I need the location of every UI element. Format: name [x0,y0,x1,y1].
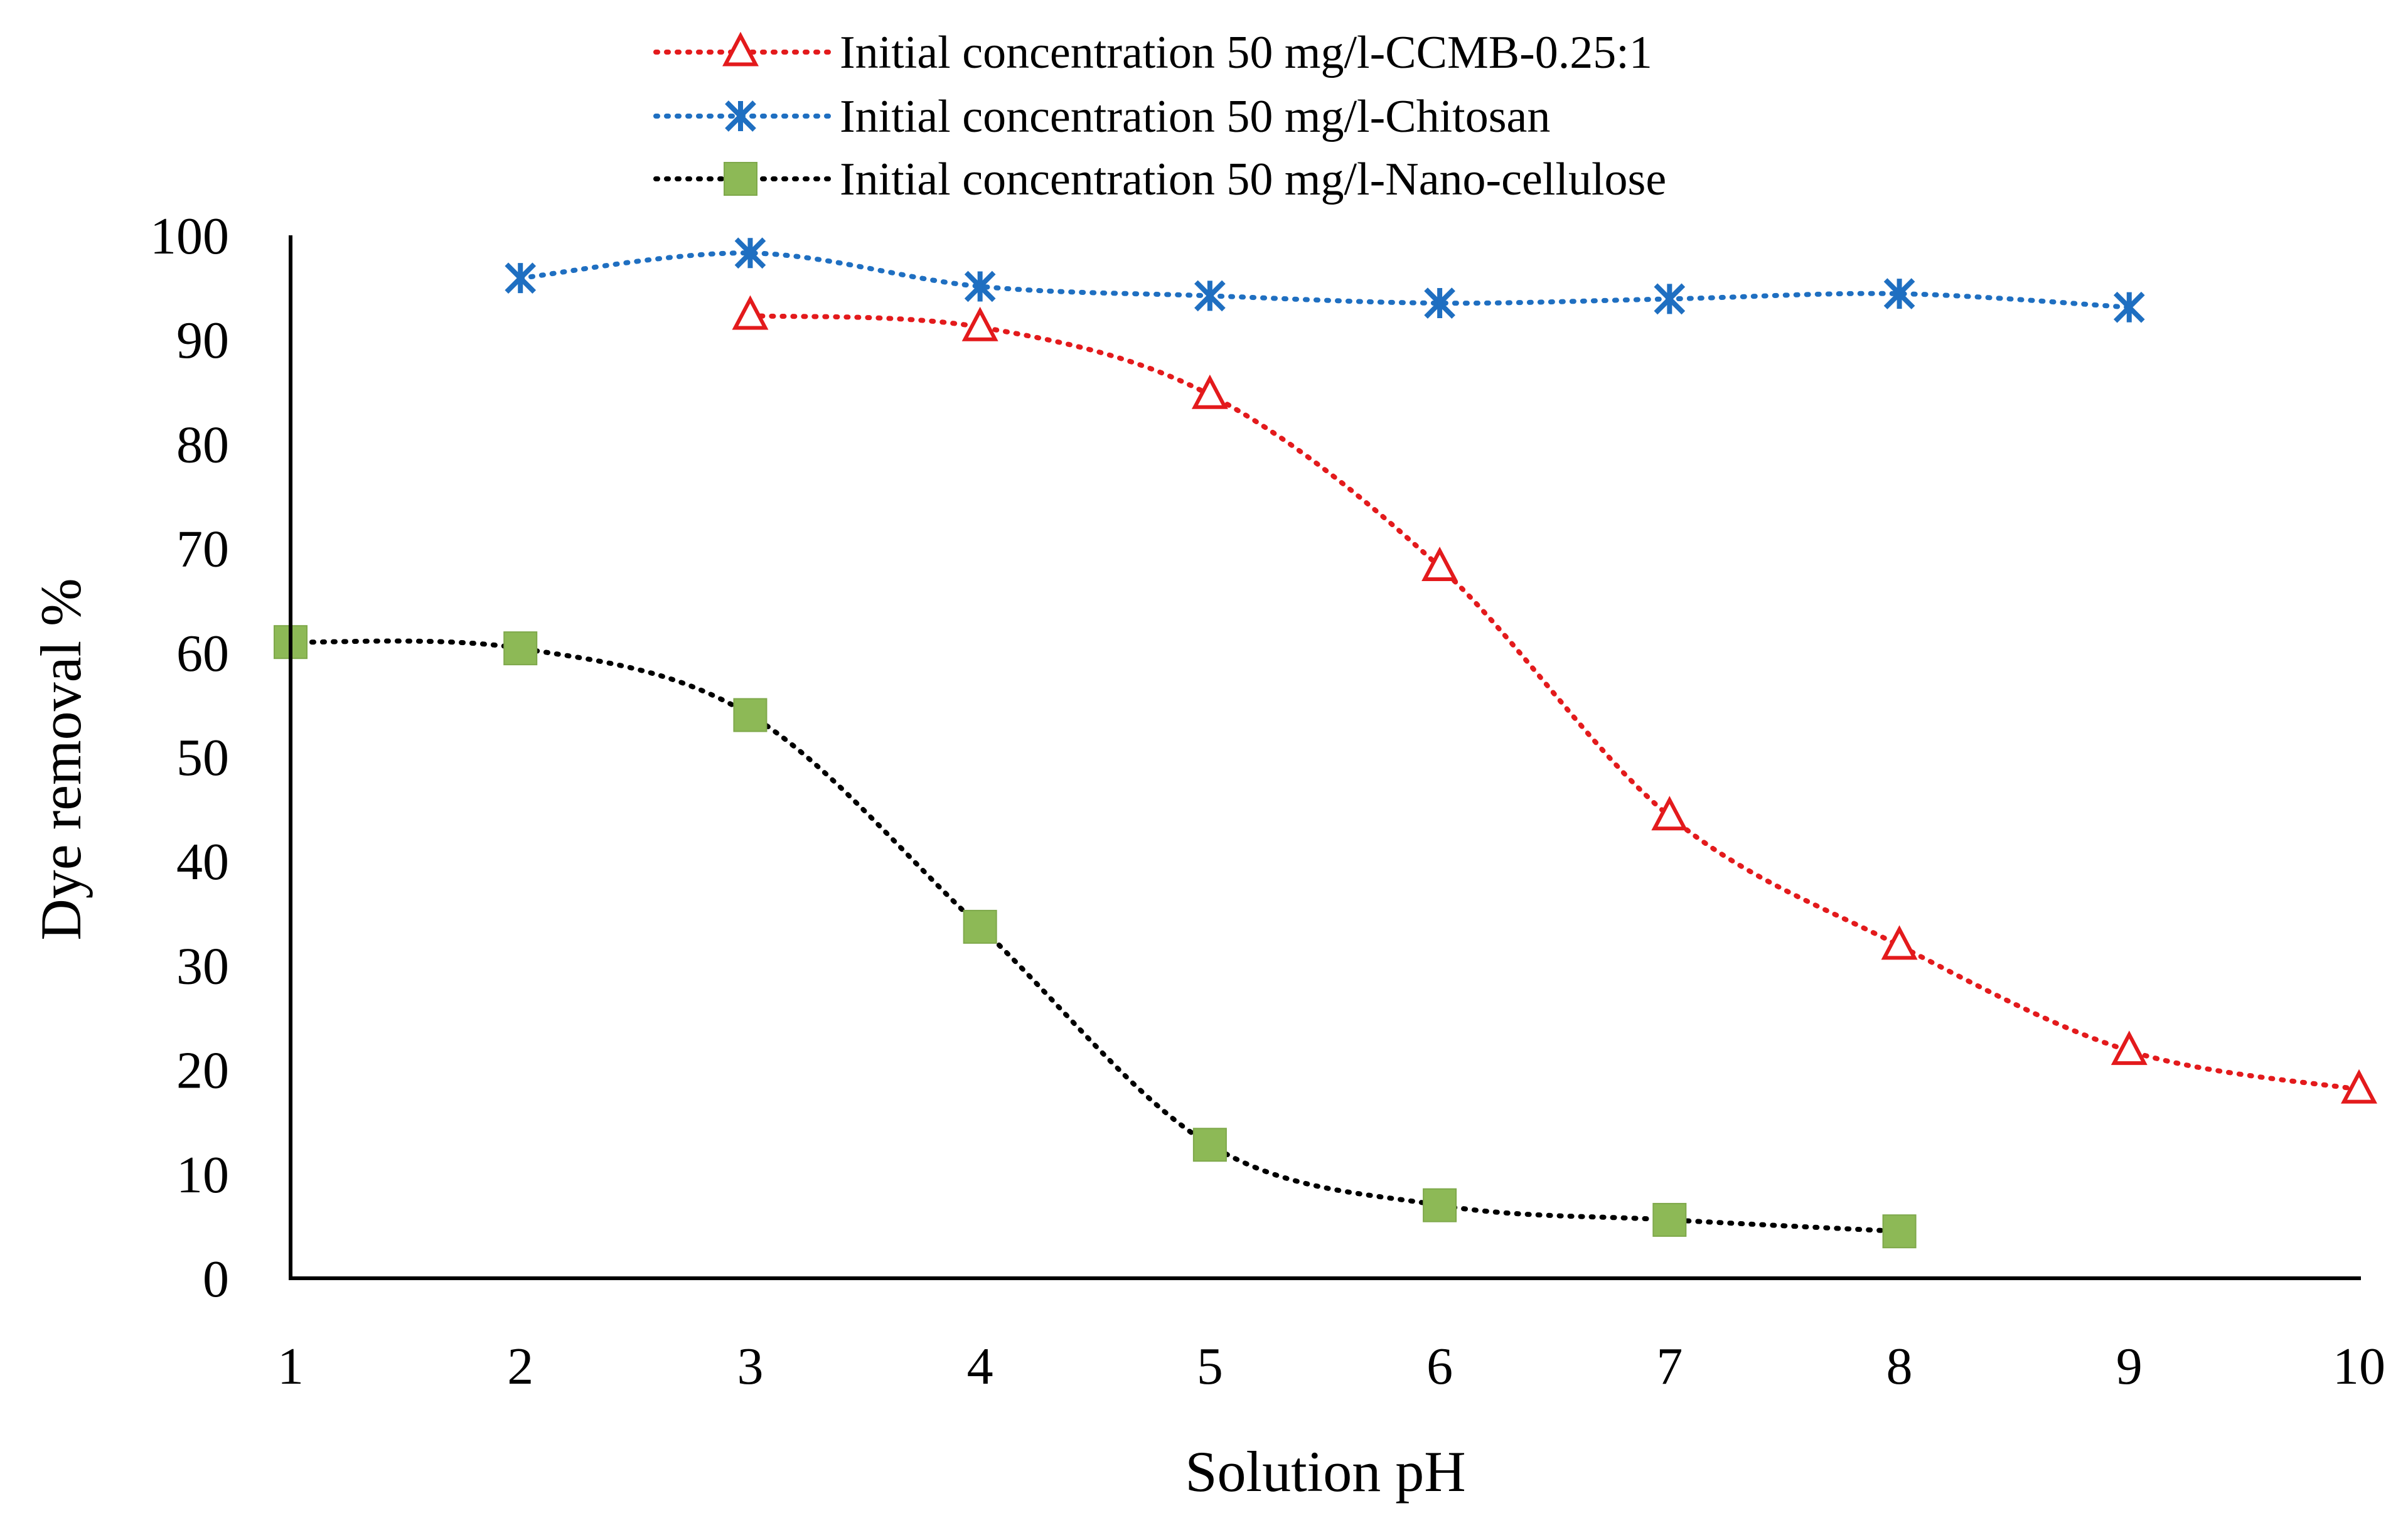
y-tick-label: 10 [176,1146,229,1204]
data-point-ccmb [732,295,769,330]
legend-marker-nano-cellulose [724,162,757,196]
legend-label-nano-cellulose: Initial concentration 50 mg/l-Nano-cellu… [840,154,1666,205]
x-tick-label: 5 [1197,1337,1223,1396]
data-point-nano-cellulose [733,698,768,732]
data-point-chitosan [964,270,996,302]
data-point-chitosan [2113,291,2145,323]
y-tick-label: 70 [176,520,229,579]
x-tick-label: 6 [1426,1337,1453,1396]
y-tick-label: 100 [150,207,229,265]
axes [289,235,2361,1280]
y-tick-labels: 0 10 20 30 40 50 60 70 80 90 100 [150,207,229,1308]
y-tick-label: 50 [176,729,229,787]
series-markers-ccmb [732,295,2377,1104]
x-tick-label: 2 [507,1337,533,1396]
x-tick-label: 7 [1656,1337,1683,1396]
data-point-ccmb [2111,1030,2148,1066]
y-tick-label: 30 [176,937,229,995]
x-tick-label: 10 [2333,1337,2385,1396]
data-point-nano-cellulose [1652,1202,1687,1237]
data-point-ccmb [1191,374,1228,409]
data-point-nano-cellulose [1423,1188,1457,1222]
series-markers-nano-cellulose [274,625,1917,1249]
y-tick-label: 0 [203,1250,229,1308]
legend-item-chitosan: Initial concentration 50 mg/l-Chitosan [653,91,1550,142]
data-point-nano-cellulose [503,631,538,666]
series-markers-chitosan [505,237,2145,323]
legend-marker-chitosan [725,100,756,132]
y-tick-label: 60 [176,624,229,683]
data-point-chitosan [1424,287,1455,319]
y-tick-label: 80 [176,415,229,474]
data-point-chitosan [1883,278,1915,309]
data-point-chitosan [505,262,537,294]
x-tick-label: 9 [2116,1337,2143,1396]
y-tick-label: 20 [176,1042,229,1100]
data-point-ccmb [2341,1069,2377,1104]
data-point-ccmb [961,306,998,341]
legend-label-ccmb: Initial concentration 50 mg/l-CCMB-0.25:… [840,27,1652,78]
x-axis-title: Solution pH [1185,1440,1465,1504]
y-axis-title: Dye removal % [29,578,93,940]
series-line-nano-cellulose [288,638,1902,1234]
data-point-nano-cellulose [1882,1214,1917,1249]
data-point-nano-cellulose [963,909,997,944]
data-point-ccmb [1421,547,1458,582]
x-tick-label: 8 [1886,1337,1913,1396]
series-line-ccmb [747,313,2362,1093]
legend: Initial concentration 50 mg/l-CCMB-0.25:… [653,27,1666,205]
data-point-ccmb [1881,925,1918,960]
data-point-chitosan [1194,280,1226,312]
data-point-chitosan [1654,283,1686,315]
x-tick-label: 3 [737,1337,763,1396]
legend-marker-ccmb [722,31,759,67]
y-tick-label: 40 [176,833,229,891]
data-point-ccmb [1651,796,1688,831]
series-line-chitosan [518,250,2132,310]
y-tick-label: 90 [176,311,229,370]
legend-item-ccmb: Initial concentration 50 mg/l-CCMB-0.25:… [653,27,1652,78]
legend-label-chitosan: Initial concentration 50 mg/l-Chitosan [840,91,1550,142]
legend-item-nano-cellulose: Initial concentration 50 mg/l-Nano-cellu… [653,154,1666,205]
x-tick-label: 4 [967,1337,993,1396]
data-point-chitosan [734,237,766,269]
x-tick-label: 1 [277,1337,304,1396]
x-tick-labels: 1 2 3 4 5 6 7 8 9 10 [277,1337,2385,1396]
data-point-nano-cellulose [1192,1128,1227,1162]
series-layer [274,237,2377,1249]
